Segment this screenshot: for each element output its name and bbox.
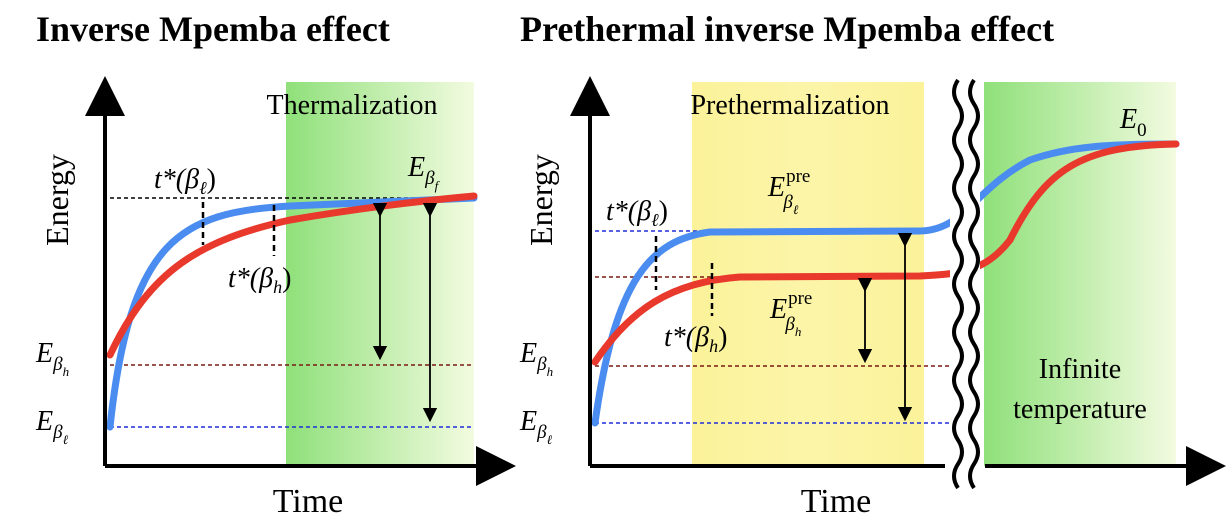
axis-break-wave-left bbox=[952, 78, 964, 490]
right-panel-title: Prethermal inverse Mpemba effect bbox=[520, 9, 1055, 49]
right-y-axis-label: Energy bbox=[523, 154, 559, 246]
right-t-ell-label: t*(βℓ) bbox=[606, 196, 668, 230]
left-t-ell-label: t*(βℓ) bbox=[154, 164, 216, 198]
right-t-h-label: t*(βh) bbox=[664, 322, 727, 356]
axis-break-wave-right bbox=[968, 78, 980, 490]
right-e-ell-label: Eβℓ bbox=[519, 406, 553, 447]
left-e-ell-label: Eβℓ bbox=[35, 406, 69, 447]
infinite-label-line2: temperature bbox=[1013, 394, 1147, 425]
right-e-pre-h-label: Epre βh bbox=[769, 288, 812, 339]
left-x-axis-label: Time bbox=[273, 483, 344, 520]
left-panel-title: Inverse Mpemba effect bbox=[36, 9, 390, 49]
right-x-axis-label: Time bbox=[801, 483, 872, 520]
left-y-axis-label: Energy bbox=[39, 154, 75, 246]
left-e-h-label: Eβh bbox=[35, 338, 69, 379]
right-e-pre-ell-label: Epre βℓ bbox=[767, 166, 810, 217]
right-e-h-label: Eβh bbox=[519, 338, 553, 379]
right-e-zero-label: E0 bbox=[1119, 104, 1147, 141]
left-e-final-label: Eβf bbox=[407, 152, 441, 193]
infinite-label-line1: Infinite bbox=[1039, 354, 1121, 385]
prethermalization-label: Prethermalization bbox=[690, 90, 889, 121]
left-t-h-label: t*(βh) bbox=[228, 263, 291, 297]
thermalization-label: Thermalization bbox=[266, 90, 437, 121]
left-red-curve bbox=[106, 192, 478, 359]
